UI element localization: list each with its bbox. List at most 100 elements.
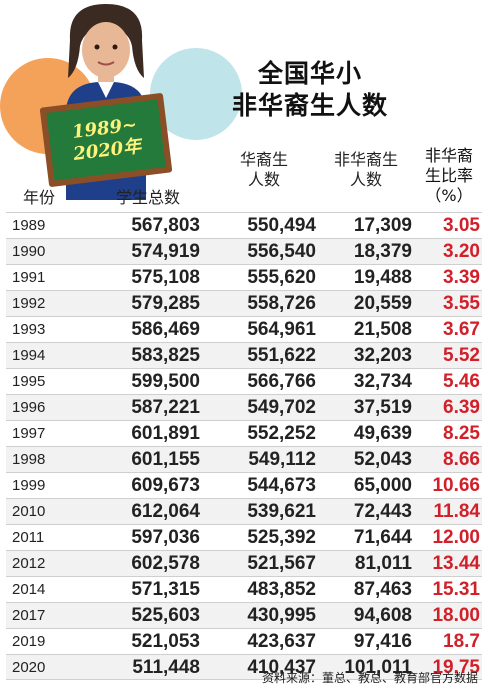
header-non-chinese-line-1: 非华裔生	[333, 150, 398, 169]
total-students-cell: 587,221	[131, 397, 200, 418]
non-chinese-percentage-cell: 3.55	[443, 293, 480, 314]
non-chinese-percentage-cell: 6.39	[443, 397, 480, 418]
year-cell: 2012	[12, 555, 46, 572]
header-chinese: 华裔生 人数	[214, 150, 314, 190]
non-chinese-students-cell: 72,443	[353, 501, 412, 522]
total-students-cell: 525,603	[131, 605, 200, 626]
total-students-cell: 574,919	[131, 241, 200, 262]
total-students-cell: 575,108	[131, 267, 200, 288]
year-cell: 1998	[12, 451, 46, 468]
table-row: 1996 587,221 549,702 37,519 6.39	[6, 394, 482, 420]
total-students-cell: 567,803	[131, 215, 200, 236]
header-percentage-line-1: 非华裔	[424, 146, 473, 165]
chinese-students-cell: 483,852	[247, 579, 316, 600]
year-cell: 2019	[12, 633, 46, 650]
non-chinese-students-cell: 18,379	[353, 241, 412, 262]
year-cell: 1995	[12, 373, 46, 390]
table-row: 1993 586,469 564,961 21,508 3.67	[6, 316, 482, 342]
total-students-cell: 579,285	[131, 293, 200, 314]
non-chinese-students-cell: 101,011	[344, 657, 412, 678]
non-chinese-percentage-cell: 10.66	[432, 475, 480, 496]
chinese-students-cell: 410,437	[247, 657, 316, 678]
year-cell: 1999	[12, 477, 46, 494]
table-row: 1997 601,891 552,252 49,639 8.25	[6, 420, 482, 446]
header-chinese-line-2: 人数	[247, 170, 280, 189]
non-chinese-students-cell: 52,043	[353, 449, 412, 470]
non-chinese-students-cell: 32,203	[353, 345, 412, 366]
non-chinese-percentage-cell: 15.31	[432, 579, 480, 600]
chinese-students-cell: 555,620	[247, 267, 316, 288]
total-students-cell: 521,053	[131, 631, 200, 652]
chinese-students-cell: 549,112	[248, 449, 316, 470]
table-row: 2011 597,036 525,392 71,644 12.00	[6, 524, 482, 550]
year-cell: 1996	[12, 399, 46, 416]
total-students-cell: 601,155	[131, 449, 200, 470]
title-line-1: 全国华小	[257, 59, 362, 88]
table-row: 2017 525,603 430,995 94,608 18.00	[6, 602, 482, 628]
non-chinese-students-cell: 87,463	[353, 579, 412, 600]
non-chinese-students-cell: 65,000	[353, 475, 412, 496]
chinese-students-cell: 558,726	[247, 293, 316, 314]
header-total: 学生总数	[115, 188, 180, 207]
non-chinese-percentage-cell: 5.46	[443, 371, 480, 392]
table-row: 1998 601,155 549,112 52,043 8.66	[6, 446, 482, 472]
table-row: 2012 602,578 521,567 81,011 13.44	[6, 550, 482, 576]
year-cell: 1994	[12, 347, 46, 364]
non-chinese-students-cell: 71,644	[353, 527, 412, 548]
year-cell: 1991	[12, 269, 46, 286]
header-illustration: 1989~ 2020年 全国华小 非华裔生人数 年份 学生总数 华裔生 人数 非…	[0, 0, 488, 212]
non-chinese-students-cell: 49,639	[353, 423, 412, 444]
header-non-chinese: 非华裔生 人数	[318, 150, 414, 190]
year-range-chalkboard: 1989~ 2020年	[39, 92, 173, 188]
non-chinese-students-cell: 19,488	[353, 267, 412, 288]
header-percentage: 非华裔 生比率 （%）	[414, 146, 484, 206]
header-year: 年份	[22, 188, 55, 207]
table-row: 1995 599,500 566,766 32,734 5.46	[6, 368, 482, 394]
data-table: 1989 567,803 550,494 17,309 3.05 1990 574,919 5…	[6, 212, 482, 680]
non-chinese-percentage-cell: 8.25	[443, 423, 480, 444]
non-chinese-students-cell: 97,416	[353, 631, 412, 652]
table-row: 1999 609,673 544,673 65,000 10.66	[6, 472, 482, 498]
non-chinese-percentage-cell: 13.44	[432, 553, 480, 574]
non-chinese-percentage-cell: 12.00	[432, 527, 480, 548]
chinese-students-cell: 423,637	[247, 631, 316, 652]
year-cell: 1992	[12, 295, 46, 312]
total-students-cell: 586,469	[131, 319, 200, 340]
year-cell: 2020	[12, 659, 46, 676]
header-non-chinese-line-2: 人数	[349, 170, 382, 189]
table-row: 2014 571,315 483,852 87,463 15.31	[6, 576, 482, 602]
year-cell: 1997	[12, 425, 46, 442]
non-chinese-percentage-cell: 18.7	[443, 631, 480, 652]
table-row: 1992 579,285 558,726 20,559 3.55	[6, 290, 482, 316]
total-students-cell: 602,578	[131, 553, 200, 574]
non-chinese-students-cell: 37,519	[353, 397, 412, 418]
non-chinese-students-cell: 32,734	[353, 371, 412, 392]
non-chinese-students-cell: 81,011	[354, 553, 412, 574]
table-row: 2020 511,448 410,437 101,011 19.75	[6, 654, 482, 680]
non-chinese-percentage-cell: 3.67	[443, 319, 480, 340]
header-percentage-line-2: 生比率	[424, 166, 473, 185]
chinese-students-cell: 556,540	[247, 241, 316, 262]
non-chinese-students-cell: 17,309	[353, 215, 412, 236]
total-students-cell: 609,673	[131, 475, 200, 496]
non-chinese-percentage-cell: 18.00	[432, 605, 480, 626]
table-row: 1994 583,825 551,622 32,203 5.52	[6, 342, 482, 368]
chinese-students-cell: 539,621	[247, 501, 316, 522]
non-chinese-percentage-cell: 11.84	[433, 501, 481, 522]
chinese-students-cell: 564,961	[247, 319, 316, 340]
year-cell: 2010	[12, 503, 46, 520]
year-cell: 2011	[12, 529, 45, 546]
table-row: 1991 575,108 555,620 19,488 3.39	[6, 264, 482, 290]
year-cell: 1993	[12, 321, 46, 338]
non-chinese-percentage-cell: 5.52	[443, 345, 480, 366]
total-students-cell: 597,036	[131, 527, 200, 548]
year-cell: 2014	[12, 581, 46, 598]
chinese-students-cell: 549,702	[247, 397, 316, 418]
non-chinese-students-cell: 20,559	[353, 293, 412, 314]
non-chinese-percentage-cell: 3.39	[443, 267, 480, 288]
non-chinese-percentage-cell: 3.20	[443, 241, 480, 262]
chinese-students-cell: 525,392	[247, 527, 316, 548]
table-row: 1989 567,803 550,494 17,309 3.05	[6, 212, 482, 238]
chinese-students-cell: 430,995	[247, 605, 316, 626]
chinese-students-cell: 544,673	[247, 475, 316, 496]
